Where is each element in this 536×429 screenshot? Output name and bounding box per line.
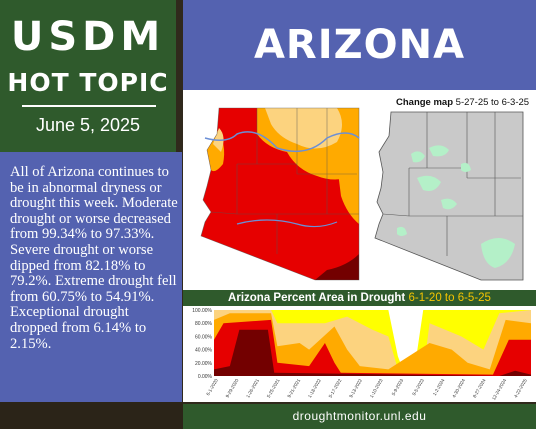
percent-area-label: Arizona Percent Area in Drought — [228, 292, 406, 304]
x-tick-label: 1-2-2024 — [432, 378, 446, 397]
hot-topic-header: USDM HOT TOPIC June 5, 2025 — [0, 0, 176, 152]
x-tick-label: 4-30-2024 — [451, 378, 466, 399]
change-map — [374, 111, 524, 281]
maps-panel: Change map 5-27-25 to 6-3-25 Arizona Per… — [183, 90, 536, 402]
x-tick-label: 5-9-2023 — [391, 378, 405, 397]
x-tick-label: 9-5-2023 — [411, 378, 425, 397]
x-tick-label: 9-13-2022 — [348, 378, 363, 399]
drought-band-d4 — [214, 329, 531, 376]
x-tick-label: 6-1-2020 — [205, 378, 219, 397]
usdm-title: USDM — [10, 14, 166, 60]
percent-area-chart: 100.00% 80.00% 60.00% 40.00% 20.00% 0.00% 6-1… — [192, 308, 531, 401]
x-tick-label: 12-24-2024 — [491, 378, 507, 401]
y-tick-label: 0.00% — [198, 374, 213, 380]
change-map-dates: 5-27-25 to 6-3-25 — [455, 97, 530, 108]
hot-topic-label: HOT TOPIC — [7, 68, 169, 97]
footer-url[interactable]: droughtmonitor.unl.edu — [183, 404, 536, 429]
x-tick-label: 5-17-2022 — [328, 378, 343, 399]
x-tick-label: 9-29-2020 — [225, 378, 240, 399]
change-map-title: Change map 5-27-25 to 6-3-25 — [396, 97, 529, 108]
state-title: ARIZONA — [183, 0, 536, 90]
x-tick-label: 4-22-2025 — [513, 378, 528, 399]
summary-panel: All of Arizona continues to be in abnorm… — [0, 152, 182, 402]
y-tick-label: 100.00% — [192, 308, 212, 314]
y-tick-label: 40.00% — [195, 348, 213, 354]
summary-text: All of Arizona continues to be in abnorm… — [10, 164, 178, 352]
y-tick-label: 60.00% — [195, 334, 213, 340]
percent-area-title: Arizona Percent Area in Drought 6-1-20 t… — [183, 290, 536, 306]
y-tick-label: 80.00% — [195, 321, 213, 327]
drought-map — [200, 107, 360, 281]
x-tick-label: 1-26-2021 — [245, 378, 260, 399]
x-tick-label: 8-27-2024 — [472, 378, 487, 399]
y-tick-label: 20.00% — [195, 361, 213, 367]
x-tick-label: 5-25-2021 — [266, 378, 281, 399]
header-divider — [22, 105, 156, 107]
x-tick-label: 9-21-2021 — [286, 378, 301, 399]
drought-band-d2 — [214, 313, 531, 376]
bottom-left-band — [0, 402, 183, 429]
change-map-label: Change map — [396, 97, 454, 108]
issue-date: June 5, 2025 — [35, 115, 141, 135]
x-tick-label: 1-10-2023 — [369, 378, 384, 399]
percent-area-dates: 6-1-20 to 6-5-25 — [408, 292, 491, 304]
x-tick-label: 1-18-2022 — [307, 378, 322, 399]
